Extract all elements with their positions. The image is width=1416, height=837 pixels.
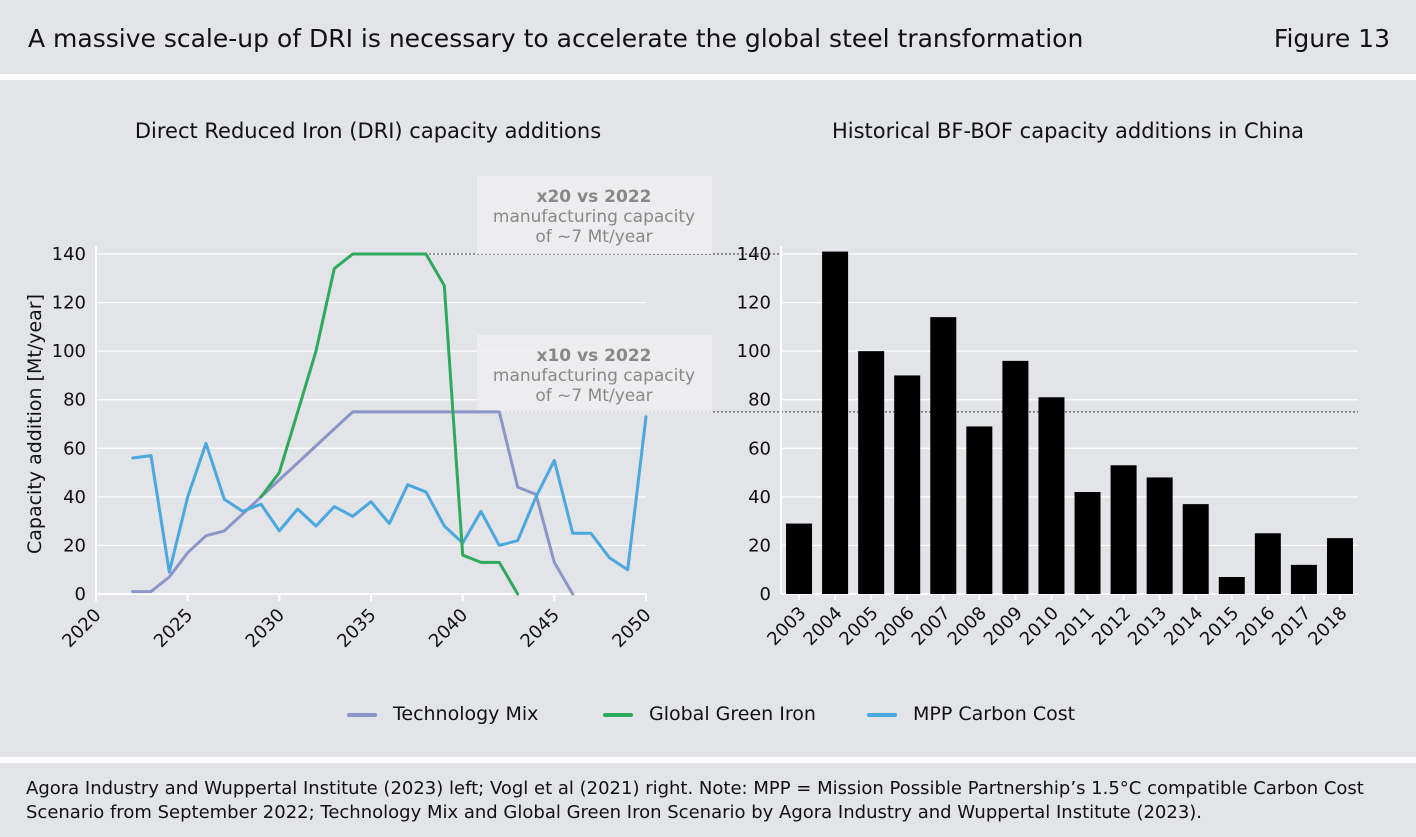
bar-2004 [822, 251, 849, 595]
right-x-tick-label: 2006 [872, 603, 919, 650]
right-y-tick-label: 140 [737, 244, 771, 265]
right-x-tick-label: 2008 [944, 603, 991, 650]
figure-footer: Agora Industry and Wuppertal Institute (… [0, 763, 1416, 837]
right-x-tick-label: 2018 [1304, 603, 1351, 650]
left-y-tick-label: 120 [52, 293, 86, 314]
right-x-tick-label: 2014 [1160, 603, 1207, 650]
annotation-line2: of ~7 Mt/year [535, 227, 652, 247]
left-y-tick-label: 20 [63, 535, 86, 556]
series-line-global-green-iron [259, 252, 520, 596]
left-y-tick-label: 140 [52, 244, 86, 265]
right-chart-title: Historical BF-BOF capacity additions in … [832, 119, 1304, 143]
right-y-tick-label: 60 [748, 438, 771, 459]
annotation-line2: of ~7 Mt/year [535, 386, 652, 406]
bar-2015 [1218, 577, 1245, 594]
right-y-tick-label: 100 [737, 341, 771, 362]
left-y-tick-label: 0 [75, 584, 86, 605]
bar-2012 [1110, 465, 1137, 594]
bar-2018 [1326, 538, 1353, 594]
right-y-tick-label: 80 [748, 390, 771, 411]
annotation-line1: manufacturing capacity [493, 207, 695, 227]
bar-2005 [858, 351, 885, 594]
right-x-tick-label: 2004 [799, 603, 846, 650]
bar-2008 [966, 426, 993, 594]
series-line-mpp-carbon-cost [131, 415, 648, 574]
legend-label-global-green-iron: Global Green Iron [649, 703, 816, 725]
right-y-tick-label: 120 [737, 293, 771, 314]
left-y-tick-label: 80 [63, 390, 86, 411]
bar-2017 [1290, 564, 1317, 594]
left-y-axis-label: Capacity addition [Mt/year] [24, 294, 46, 554]
right-x-tick-label: 2005 [835, 603, 882, 650]
right-x-tick-label: 2016 [1232, 603, 1279, 650]
right-x-tick-label: 2003 [763, 603, 810, 650]
bar-2007 [930, 317, 957, 594]
chart-legend: Technology Mix Global Green Iron MPP Car… [0, 703, 1416, 727]
left-x-tick-label: 2035 [333, 605, 380, 652]
source-note: Agora Industry and Wuppertal Institute (… [26, 778, 1364, 823]
left-y-tick-label: 40 [63, 487, 86, 508]
right-x-tick-label: 2010 [1016, 603, 1063, 650]
left-y-tick-label: 100 [52, 341, 86, 362]
legend-swatch-mpp-carbon-cost [867, 713, 897, 717]
annotation-headline: x20 vs 2022 [537, 187, 652, 207]
left-chart-title: Direct Reduced Iron (DRI) capacity addit… [135, 119, 601, 143]
annotation-headline: x10 vs 2022 [537, 346, 652, 366]
bar-2006 [894, 375, 921, 594]
left-x-tick-label: 2030 [242, 605, 289, 652]
right-y-tick-label: 20 [748, 535, 771, 556]
right-x-tick-label: 2015 [1196, 603, 1243, 650]
left-x-tick-label: 2045 [517, 605, 564, 652]
legend-label-mpp-carbon-cost: MPP Carbon Cost [913, 703, 1076, 725]
legend-swatch-technology-mix [347, 713, 377, 717]
left-y-tick-label: 60 [63, 438, 86, 459]
figure-number: Figure 13 [1273, 24, 1390, 53]
left-x-tick-label: 2025 [150, 605, 197, 652]
bar-2010 [1038, 397, 1065, 594]
figure-title: A massive scale-up of DRI is necessary t… [28, 24, 1084, 53]
figure-header: A massive scale-up of DRI is necessary t… [0, 0, 1416, 74]
right-x-tick-label: 2009 [980, 603, 1027, 650]
right-x-tick-label: 2012 [1088, 603, 1135, 650]
right-y-tick-label: 0 [760, 584, 771, 605]
bar-2016 [1254, 533, 1281, 594]
legend-swatch-global-green-iron [603, 713, 633, 717]
legend-label-technology-mix: Technology Mix [393, 703, 539, 725]
annotation-box [477, 176, 712, 254]
left-x-tick-label: 2040 [425, 605, 472, 652]
bar-2014 [1182, 504, 1209, 594]
bar-2009 [1002, 360, 1029, 594]
bar-2003 [786, 523, 813, 594]
right-x-tick-label: 2013 [1124, 603, 1171, 650]
left-x-tick-label: 2020 [58, 605, 105, 652]
right-x-tick-label: 2011 [1052, 603, 1099, 650]
annotation-box [477, 335, 712, 413]
right-y-tick-label: 40 [748, 487, 771, 508]
bar-2011 [1074, 492, 1101, 594]
right-x-tick-label: 2007 [908, 603, 955, 650]
right-x-tick-label: 2017 [1268, 603, 1315, 650]
series-line-technology-mix [131, 410, 575, 596]
annotation-line1: manufacturing capacity [493, 366, 695, 386]
bar-2013 [1146, 477, 1173, 594]
left-x-tick-label: 2050 [608, 605, 655, 652]
